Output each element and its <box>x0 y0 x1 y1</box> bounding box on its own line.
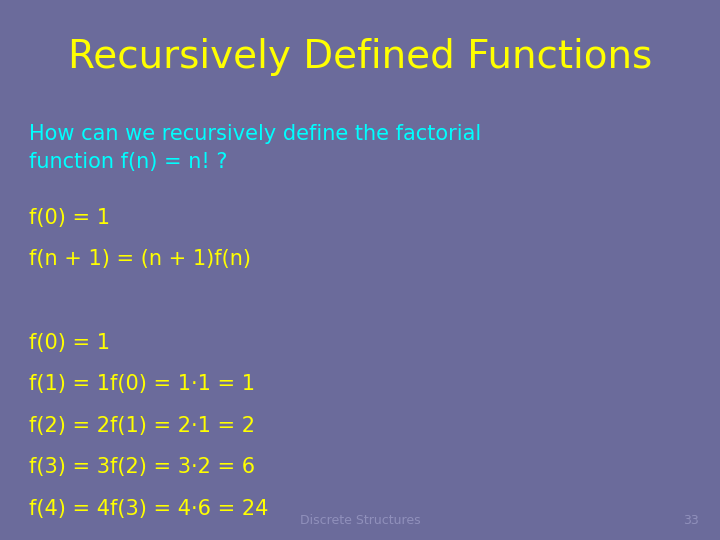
Text: f(n + 1) = (n + 1)f(n): f(n + 1) = (n + 1)f(n) <box>29 249 251 269</box>
Text: Recursively Defined Functions: Recursively Defined Functions <box>68 38 652 76</box>
Text: Discrete Structures: Discrete Structures <box>300 514 420 526</box>
Text: 33: 33 <box>683 514 698 526</box>
Text: f(0) = 1: f(0) = 1 <box>29 208 109 228</box>
Text: f(2) = 2f(1) = 2·1 = 2: f(2) = 2f(1) = 2·1 = 2 <box>29 416 255 436</box>
Text: f(1) = 1f(0) = 1·1 = 1: f(1) = 1f(0) = 1·1 = 1 <box>29 374 255 394</box>
Text: f(3) = 3f(2) = 3·2 = 6: f(3) = 3f(2) = 3·2 = 6 <box>29 457 255 477</box>
Text: f(4) = 4f(3) = 4·6 = 24: f(4) = 4f(3) = 4·6 = 24 <box>29 499 268 519</box>
Text: How can we recursively define the factorial
function f(n) = n! ?: How can we recursively define the factor… <box>29 124 481 172</box>
Text: f(0) = 1: f(0) = 1 <box>29 333 109 353</box>
